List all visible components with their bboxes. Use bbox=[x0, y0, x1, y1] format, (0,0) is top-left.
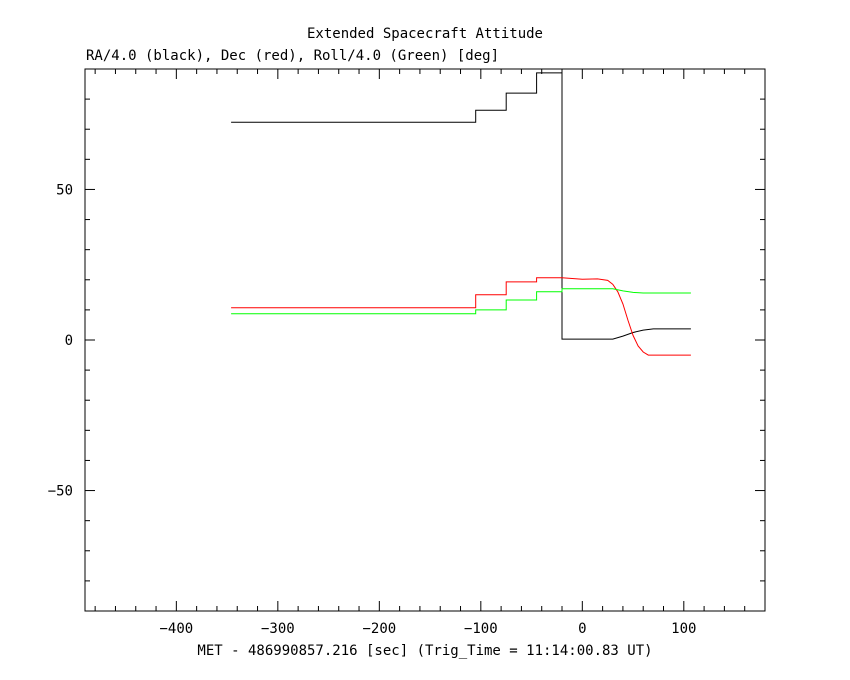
x-tick-label: 0 bbox=[578, 621, 586, 637]
y-tick-label: 0 bbox=[65, 333, 73, 349]
chart-title: Extended Spacecraft Attitude bbox=[307, 26, 543, 42]
series-line-2 bbox=[231, 288, 691, 315]
series-lines bbox=[231, 72, 691, 356]
chart-subtitle: RA/4.0 (black), Dec (red), Roll/4.0 (Gre… bbox=[86, 48, 499, 64]
series-line-0 bbox=[231, 72, 691, 340]
tick-labels: −400 −300 −200 −100 0 100 −50 0 50 bbox=[48, 182, 697, 637]
plot-frame bbox=[84, 68, 766, 612]
y-tick-label: −50 bbox=[48, 484, 73, 500]
x-tick-label: 100 bbox=[671, 621, 696, 637]
y-tick-label: 50 bbox=[56, 182, 73, 198]
series-line-1 bbox=[231, 277, 691, 356]
x-tick-label: −400 bbox=[159, 621, 193, 637]
axis-ticks bbox=[85, 68, 766, 611]
x-tick-label: −200 bbox=[362, 621, 396, 637]
x-tick-label: −300 bbox=[261, 621, 295, 637]
x-axis-label: MET - 486990857.216 [sec] (Trig_Time = 1… bbox=[197, 643, 652, 659]
x-tick-label: −100 bbox=[464, 621, 498, 637]
